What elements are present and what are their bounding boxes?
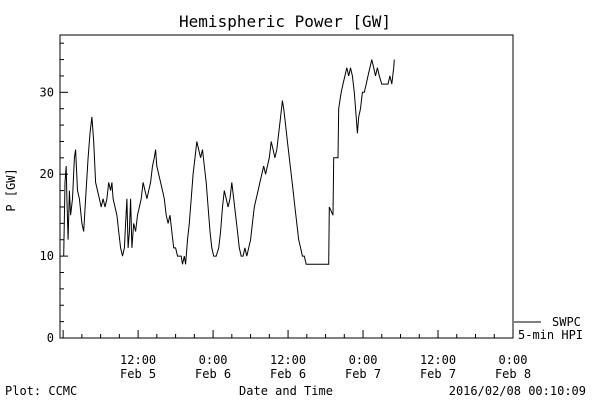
y-axis: 0 10 20 30 <box>40 42 68 345</box>
y-tick-label: 0 <box>47 331 54 345</box>
y-axis-label: P [GW] <box>4 168 18 211</box>
x-tick-time-label: 12:00 <box>120 353 156 367</box>
x-tick-time-label: 0:00 <box>199 353 228 367</box>
y-tick-label: 20 <box>40 167 54 181</box>
legend-label-source: SWPC <box>552 315 581 329</box>
x-tick-time-label: 0:00 <box>499 353 528 367</box>
footer-timestamp: 2016/02/08 00:10:09 <box>449 384 586 398</box>
y-tick-label: 30 <box>40 85 54 99</box>
x-tick-date-label: Feb 6 <box>270 367 306 381</box>
legend-label-series: 5-min HPI <box>518 328 583 342</box>
x-tick-date-label: Feb 7 <box>420 367 456 381</box>
y-tick-label: 10 <box>40 249 54 263</box>
x-tick-date-label: Feb 7 <box>345 367 381 381</box>
x-tick-time-label: 12:00 <box>270 353 306 367</box>
x-tick-time-label: 12:00 <box>420 353 456 367</box>
x-axis-label: Date and Time <box>239 384 333 398</box>
x-tick-date-label: Feb 5 <box>120 367 156 381</box>
x-tick-date-label: Feb 8 <box>495 367 531 381</box>
plot-frame <box>59 34 514 339</box>
legend: SWPC 5-min HPI <box>514 315 583 342</box>
series-line-hpi <box>63 59 395 265</box>
footer-credit: Plot: CCMC <box>5 384 77 398</box>
x-tick-time-label: 0:00 <box>349 353 378 367</box>
x-tick-date-label: Feb 6 <box>195 367 231 381</box>
chart-title: Hemispheric Power [GW] <box>179 12 391 31</box>
